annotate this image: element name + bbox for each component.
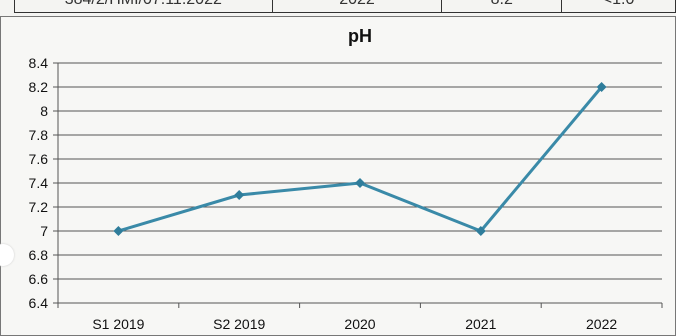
x-tick-label: 2022 [586, 316, 617, 332]
y-tick-label: 6.6 [29, 271, 49, 287]
y-tick-label: 8.4 [29, 55, 49, 71]
x-tick-label: 2021 [465, 316, 496, 332]
y-tick-label: 7.2 [29, 199, 49, 215]
y-tick-label: 6.8 [29, 247, 49, 263]
data-point [596, 82, 607, 92]
y-tick-label: 7 [40, 223, 48, 239]
y-tick-label: 8 [40, 103, 48, 119]
gridlines [57, 62, 662, 304]
x-tick-label: 2020 [344, 316, 375, 332]
y-tick-label: 6.4 [29, 295, 49, 311]
data-point [234, 190, 245, 200]
x-tick-label: S2 2019 [213, 316, 265, 332]
table-cell-report-id: 384/2/HMI/07.11.2022 [15, 0, 273, 12]
punch-hole [0, 244, 14, 266]
data-point [113, 226, 124, 236]
y-axis-ticks: 6.4 6.6 6.8 7 7.2 7.4 7.6 7.8 8 8.2 8.4 [29, 55, 58, 311]
y-tick-label: 7.4 [29, 175, 49, 191]
y-tick-label: 7.8 [29, 127, 49, 143]
table-cell-text: 2022 [273, 0, 442, 9]
data-point [355, 178, 365, 188]
table-cell-text: <1.0 [562, 0, 675, 9]
x-axis-ticks: S1 2019 S2 2019 2020 2021 2022 [57, 303, 663, 332]
table-cell-year: 2022 [273, 0, 443, 12]
data-point [475, 226, 486, 236]
top-table-row: 384/2/HMI/07.11.2022 2022 8.2 <1.0 [14, 0, 676, 13]
chart-title: pH [348, 26, 372, 46]
chart-frame [0, 16, 676, 336]
x-tick-label: S1 2019 [92, 316, 144, 332]
y-tick-label: 8.2 [29, 79, 49, 95]
table-cell-ph: 8.2 [442, 0, 563, 12]
table-cell-text: 384/2/HMI/07.11.2022 [15, 0, 272, 9]
series-ph [113, 82, 607, 236]
y-tick-label: 7.6 [29, 151, 49, 167]
table-cell-text: 8.2 [442, 0, 561, 9]
